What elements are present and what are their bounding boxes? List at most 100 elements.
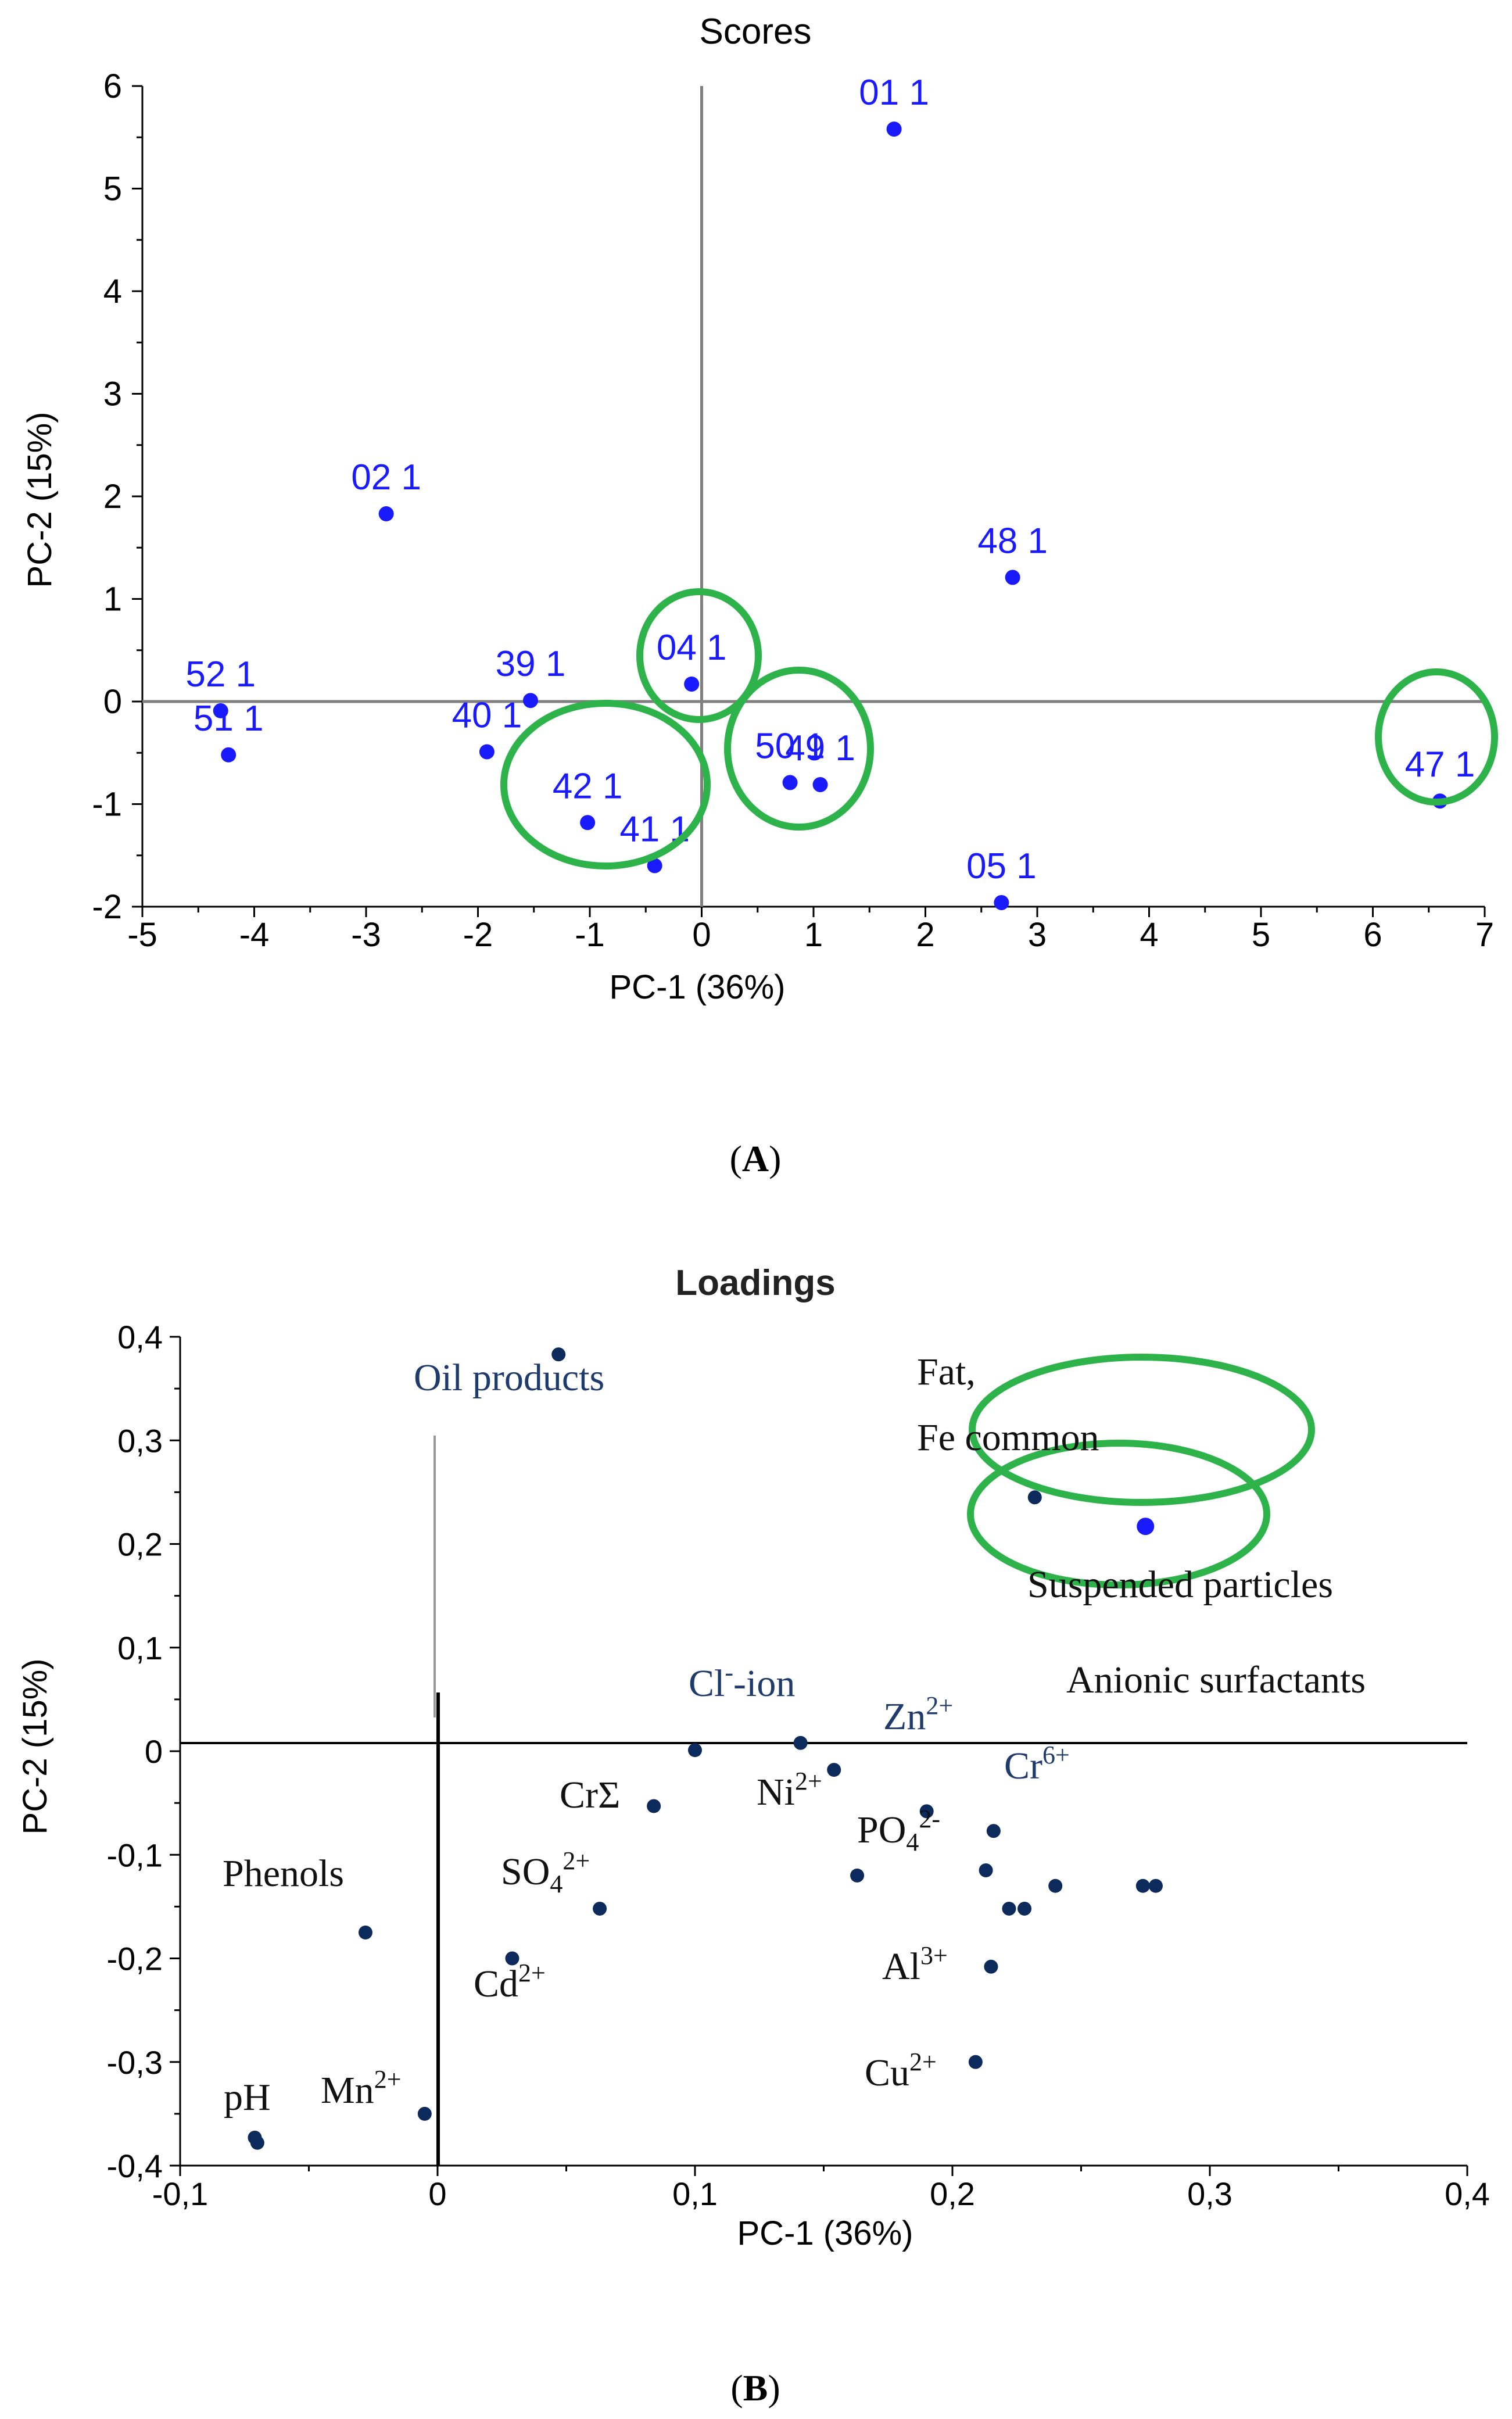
scores-y-tick-label: 3 (103, 375, 122, 413)
label-ni-base: Ni (757, 1771, 795, 1813)
loadings-y-tick-label: 0,1 (117, 1630, 163, 1666)
score-point (1005, 570, 1020, 585)
score-point-label: 04 1 (657, 628, 727, 668)
label-po4-sup: 2- (919, 1805, 940, 1833)
loadings-y-axis-label: PC-2 (15%) (16, 1659, 54, 1835)
label-fat: Fat, (917, 1351, 976, 1393)
score-point-label: 51 1 (194, 699, 264, 739)
highlight-circle-47 (1375, 668, 1498, 806)
loadings-y-tick-label: -0,4 (107, 2148, 163, 2184)
score-point (479, 744, 495, 760)
scores-x-tick-label: 0 (692, 916, 711, 954)
loadings-x-tick-label: -0,1 (152, 2175, 209, 2212)
label-zn-sup: 2+ (926, 1691, 953, 1720)
scores-y-tick-label: 4 (103, 273, 122, 310)
loadings-x-tick-label: 0,2 (930, 2175, 975, 2212)
loading-point (1048, 1878, 1063, 1893)
loadings-x-tick-label: 0,1 (672, 2175, 718, 2212)
label-cl-base: Cl (689, 1662, 725, 1705)
loading-point (793, 1735, 808, 1750)
loadings-y-tick-label: -0,1 (107, 1837, 163, 1873)
score-point-label: 50 1 (755, 726, 825, 766)
loading-point (1027, 1490, 1042, 1505)
loadings-y-tick-label: 0,2 (117, 1526, 163, 1563)
highlight-circle-50-49 (724, 667, 874, 831)
label-oil-products: Oil products (414, 1357, 604, 1399)
scores-x-tick-label: -5 (127, 916, 157, 954)
scores-y-tick-label: -1 (92, 786, 122, 824)
label-so4-base: SO (501, 1851, 550, 1893)
label-mn-sup: 2+ (374, 2065, 402, 2094)
scores-x-tick-label: -1 (575, 916, 605, 954)
scores-x-tick-label: 4 (1140, 916, 1158, 954)
panel-b-caption: (B) (730, 2367, 780, 2409)
score-point-label: 42 1 (553, 766, 623, 806)
loading-point (1137, 1518, 1155, 1536)
highlight-ellipse-fe-common (969, 1354, 1315, 1506)
loadings-y-tick-label: 0,3 (117, 1422, 163, 1459)
loading-point (968, 2055, 983, 2069)
score-point (994, 894, 1009, 910)
scores-y-axis-label: PC-2 (15%) (21, 412, 59, 588)
score-point-label: 52 1 (185, 654, 256, 695)
loadings-x-tick-label: 0,3 (1187, 2175, 1232, 2212)
score-point-label: 05 1 (966, 846, 1037, 886)
score-point (684, 676, 700, 692)
label-phenols: Phenols (223, 1852, 344, 1895)
score-point-label: 49 1 (785, 728, 855, 768)
scores-x-tick-label: 3 (1028, 916, 1047, 954)
label-po4-sub: 4 (906, 1828, 919, 1856)
label-chloride-ion: Cl--ion (689, 1658, 795, 1705)
label-al-base: Al (882, 1945, 920, 1988)
scores-ticks: -5 -4 -3 -2 -1 0 1 2 3 4 5 6 7 -2 -1 0 1 2 3 4 5 6 (92, 67, 1494, 954)
score-point (378, 506, 394, 522)
scores-y-tick-label: -2 (92, 888, 122, 926)
loading-point (505, 1951, 519, 1966)
loadings-points (248, 1347, 1163, 2150)
label-anionic-surfactants: Anionic surfactants (1066, 1659, 1366, 1701)
label-so4-sup: 2+ (562, 1847, 590, 1875)
scores-y-tick-label: 1 (103, 581, 122, 618)
label-zn: Zn2+ (883, 1691, 953, 1738)
loading-point (688, 1743, 702, 1758)
loading-point (1135, 1878, 1150, 1893)
loadings-y-tick-label: 0,4 (117, 1319, 163, 1355)
label-fe-common: Fe common (917, 1416, 1099, 1459)
loading-point (1002, 1901, 1016, 1916)
loading-point (647, 1799, 661, 1813)
highlight-circle-42-41 (500, 700, 711, 869)
loading-point (593, 1901, 607, 1916)
loadings-x-tick-label: 0,4 (1445, 2175, 1490, 2212)
scores-y-tick-label: 5 (103, 170, 122, 208)
scores-x-tick-label: 7 (1475, 916, 1494, 954)
label-cl-sup: - (725, 1658, 733, 1687)
label-mn-base: Mn (321, 2069, 374, 2112)
loading-point (1017, 1901, 1032, 1916)
scores-x-tick-label: 2 (916, 916, 934, 954)
label-cr6-sup: 6+ (1042, 1741, 1070, 1769)
scores-x-tick-label: -3 (351, 916, 381, 954)
panel-a-caption: (A) (730, 1138, 782, 1179)
score-point (886, 121, 902, 137)
loadings-y-tick-label: -0,2 (107, 1941, 163, 1977)
scores-x-axis-label: PC-1 (36%) (610, 968, 786, 1006)
score-point (647, 858, 662, 874)
loadings-ticks: -0,1 0 0,1 0,2 0,3 0,4-0,4-0,3-0,2-0,100,10,2… (107, 1319, 1490, 2212)
score-point-label: 40 1 (452, 695, 522, 735)
label-cu-base: Cu (865, 2052, 909, 2094)
loading-point (358, 1925, 372, 1940)
label-cr-total: CrΣ (560, 1774, 620, 1816)
loadings-panel: Loadings -0,1 0 0,1 0,2 0,3 0,4-0,4-0,3-0,2-0… (16, 1263, 1490, 2409)
scores-x-tick-label: 6 (1363, 916, 1382, 954)
scores-y-tick-label: 6 (103, 67, 122, 105)
panel-b-letter: B (743, 2367, 768, 2409)
scores-panel: Scores -5 -4 -3 -2 -1 0 1 2 3 4 5 6 7 -2 -1 0 1 2 3 4 5 6 01 … (21, 12, 1498, 1179)
score-point (522, 693, 538, 708)
loading-point (919, 1804, 934, 1819)
label-al-sup: 3+ (920, 1941, 948, 1970)
loading-point (986, 1824, 1001, 1838)
scores-x-tick-label: 5 (1252, 916, 1270, 954)
score-point-label: 01 1 (859, 73, 929, 113)
scores-x-tick-label: 1 (804, 916, 823, 954)
